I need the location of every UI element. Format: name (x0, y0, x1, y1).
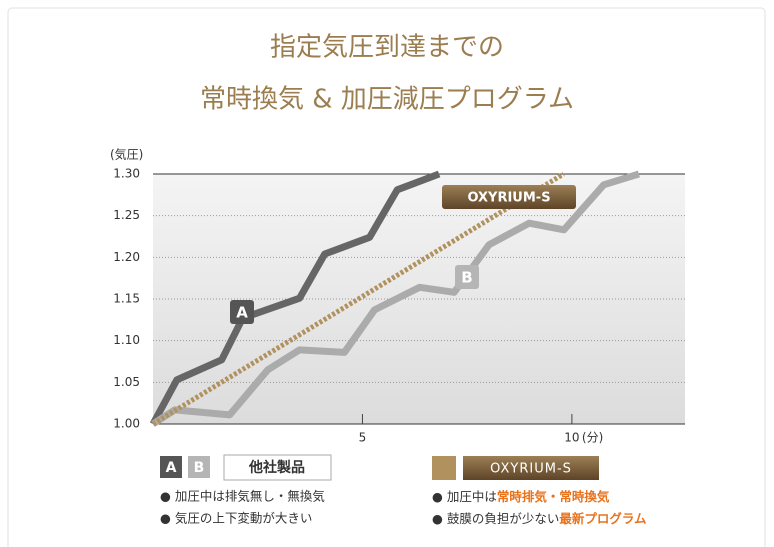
y-tick-label: 1.10 (113, 333, 140, 347)
title-line: 指定気圧到達までの (270, 33, 504, 63)
legend-label: OXYRIUM-S (490, 462, 572, 477)
y-tick-label: 1.20 (113, 250, 140, 264)
note: ● 鼓膜の負担が少ない最新プログラム (432, 511, 647, 526)
y-tick-label: 1.05 (113, 375, 140, 389)
series-badge-label: A (236, 304, 248, 322)
y-tick-label: 1.30 (113, 167, 140, 181)
y-tick-label: 1.15 (113, 292, 140, 306)
legend-label: B (194, 460, 205, 476)
x-tick-label: 10 (564, 431, 579, 445)
y-tick-label: 1.25 (113, 208, 140, 222)
series-badge (442, 185, 576, 209)
plot-area (153, 174, 685, 424)
series-line (149, 170, 441, 426)
x-tick-label: 5 (359, 431, 367, 445)
note: ● 加圧中は排気無し・無換気 (160, 489, 325, 504)
note: ● 気圧の上下変動が大きい (160, 511, 312, 526)
legend-swatch (432, 456, 456, 480)
series-badge (455, 265, 479, 289)
series-badge-label: B (461, 269, 472, 287)
series-badge-label: OXYRIUM-S (467, 191, 550, 206)
title-line: 常時換気 & 加圧減圧プログラム (200, 85, 574, 115)
legend-label: A (166, 460, 177, 476)
x-axis-label: (分) (582, 431, 603, 445)
note: ● 加圧中は常時排気・常時換気 (432, 489, 610, 504)
legend-badge (463, 456, 599, 480)
y-tick-label: 1.00 (113, 417, 140, 431)
series-line (151, 171, 565, 427)
y-axis-label: (気圧) (110, 147, 143, 162)
legend-swatch (160, 456, 182, 478)
legend-box (223, 454, 332, 481)
legend-label: 他社製品 (248, 459, 305, 476)
series-badge (230, 300, 254, 324)
series-line (151, 170, 640, 427)
legend-swatch (188, 456, 210, 478)
